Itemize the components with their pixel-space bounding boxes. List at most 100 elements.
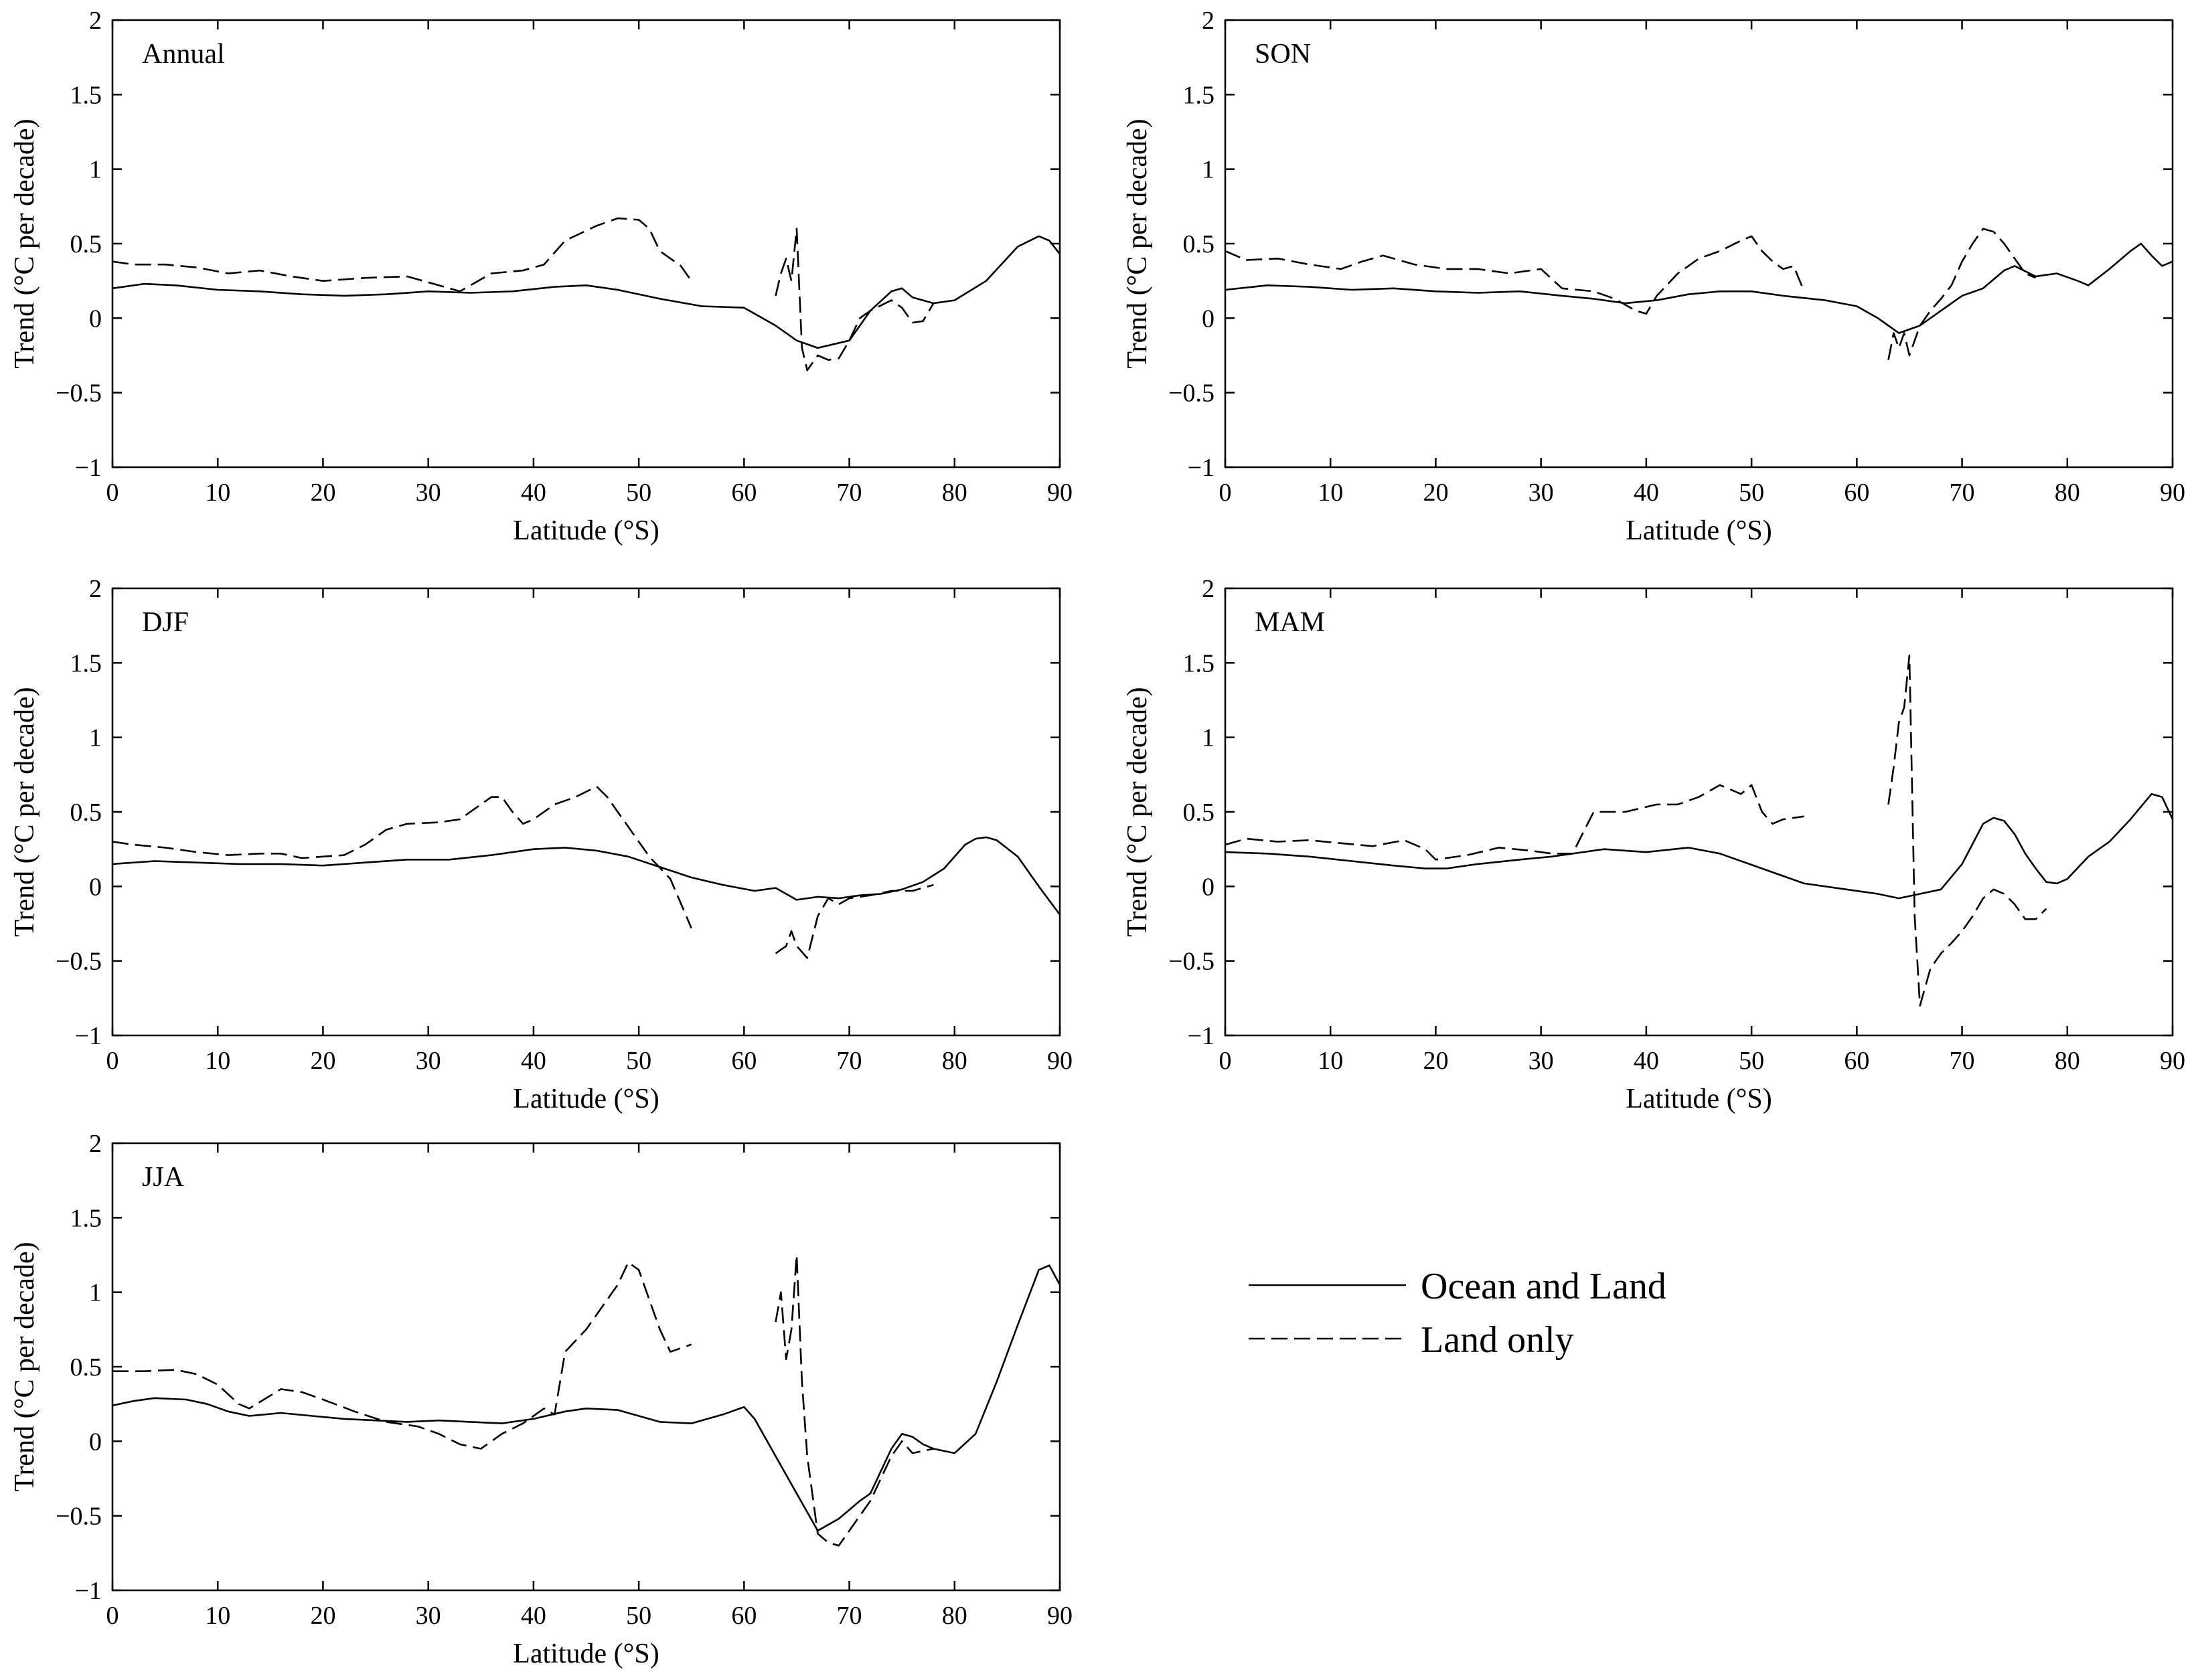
x-tick-label: 70 [837,479,862,507]
x-tick-label: 80 [2055,479,2080,507]
chart-panel-djf: 0 10 20 30 40 50 60 70 80 90 −1 −0.5 0 0.5 1 1.5 2 Latitu… [9,575,1073,1114]
legend-label: Ocean and Land [1421,1266,1666,1307]
land-only-line-segment-2 [1887,654,2047,1007]
y-tick-label: 0.5 [1183,230,1215,258]
x-tick-label: 0 [106,479,119,507]
x-tick-label: 60 [1844,1047,1869,1075]
y-tick-label: −1 [75,1022,102,1050]
x-tick-label: 40 [1634,1047,1659,1075]
x-tick-label: 70 [1950,479,1975,507]
y-tick-label: 0.5 [70,230,102,258]
y-tick-label: 0.5 [70,1353,102,1381]
chart-panel-son: 0 10 20 30 40 50 60 70 80 90 −1 −0.5 0 0.5 1 1.5 2 Latitu… [1122,7,2185,546]
panel-label: MAM [1255,607,1325,638]
y-tick-label: 0.5 [1183,799,1215,827]
x-tick-label: 0 [1219,479,1232,507]
x-axis-title: Latitude (°S) [513,515,659,546]
x-tick-label: 90 [1047,1047,1073,1075]
y-tick-label: 1.5 [70,649,102,677]
x-tick-label: 70 [837,1602,862,1630]
land-only-line-segment-1 [1225,784,1804,861]
x-tick-label: 60 [731,1047,757,1075]
x-tick-label: 20 [310,479,335,507]
plot-area-frame [111,19,1061,469]
x-axis-title: Latitude (°S) [1626,515,1772,546]
y-tick-label: −0.5 [56,1503,102,1531]
x-tick-label: 50 [1739,479,1764,507]
land-only-line-segment-2 [775,228,935,371]
y-tick-label: −1 [1188,454,1214,482]
x-tick-label: 60 [731,479,757,507]
x-axis-title: Latitude (°S) [1626,1084,1772,1114]
x-axis-title: Latitude (°S) [513,1639,659,1669]
y-tick-label: 0 [1202,305,1214,333]
x-tick-label: 80 [942,1602,967,1630]
x-tick-label: 0 [106,1602,119,1630]
x-tick-label: 90 [2160,479,2185,507]
x-tick-label: 80 [2055,1047,2080,1075]
panel-label: SON [1255,39,1311,70]
y-tick-label: 2 [1202,575,1214,603]
land-only-line-segment-2 [775,884,934,959]
x-tick-label: 30 [1529,479,1554,507]
y-axis-title: Trend (°C per decade) [1122,118,1153,368]
x-axis-title: Latitude (°S) [513,1084,659,1114]
y-tick-label: 1 [1202,724,1214,752]
y-tick-label: 0 [1202,873,1214,901]
y-tick-label: 2 [1202,7,1214,35]
x-tick-label: 10 [1318,479,1343,507]
y-axis-title: Trend (°C per decade) [9,687,40,936]
x-tick-label: 10 [1318,1047,1343,1075]
x-tick-label: 0 [1219,1047,1232,1075]
x-tick-label: 60 [731,1602,757,1630]
chart-panel-jja: 0 10 20 30 40 50 60 70 80 90 −1 −0.5 0 0.5 1 1.5 2 Latitu… [9,1130,1073,1669]
y-tick-label: 2 [89,575,102,603]
y-axis-title: Trend (°C per decade) [9,1242,40,1491]
ocean-and-land-line-segment-1 [112,235,1061,349]
ocean-and-land-line-segment-1 [1225,242,2173,334]
y-tick-label: 2 [89,1130,102,1158]
y-tick-label: 1.5 [1183,81,1215,109]
plot-area-frame [1224,19,2174,469]
ocean-and-land-line-segment-1 [1225,793,2174,900]
x-tick-label: 20 [1423,1047,1448,1075]
x-tick-label: 20 [310,1602,335,1630]
y-tick-label: 0 [89,305,102,333]
x-tick-label: 90 [1047,479,1073,507]
y-tick-label: −0.5 [1168,380,1214,408]
y-axis-title: Trend (°C per decade) [1122,687,1153,936]
x-tick-label: 90 [1047,1602,1073,1630]
y-tick-label: 0 [89,873,102,901]
y-tick-label: −1 [1188,1022,1214,1050]
y-axis-title: Trend (°C per decade) [9,118,40,368]
y-tick-label: −1 [75,1577,102,1605]
x-tick-label: 40 [521,1047,546,1075]
x-tick-label: 20 [310,1047,335,1075]
legend-label: Land only [1421,1319,1574,1361]
x-tick-label: 40 [521,1602,546,1630]
y-tick-label: 1 [1202,156,1214,184]
x-tick-label: 60 [1844,479,1869,507]
x-tick-label: 70 [1950,1047,1975,1075]
land-only-line-segment-1 [112,217,692,292]
ocean-and-land-line-segment-1 [112,836,1061,916]
x-tick-label: 10 [205,1047,230,1075]
x-tick-label: 80 [942,479,967,507]
chart-panel-mam: 0 10 20 30 40 50 60 70 80 90 −1 −0.5 0 0.5 1 1.5 2 Latitu… [1122,575,2185,1114]
x-tick-label: 30 [1529,1047,1554,1075]
plot-area-frame [1224,587,2174,1037]
plot-area-frame [111,587,1061,1037]
y-tick-label: −0.5 [1168,948,1214,976]
y-tick-label: 1 [89,1279,102,1307]
y-tick-label: 2 [89,7,102,35]
x-tick-label: 10 [205,1602,230,1630]
x-tick-label: 0 [106,1047,119,1075]
y-tick-label: 0.5 [70,799,102,827]
x-tick-label: 50 [626,1602,651,1630]
panel-label: JJA [142,1162,185,1193]
land-only-line-segment-2 [1887,228,2037,360]
plot-area-frame [111,1142,1061,1592]
x-tick-label: 30 [416,1602,441,1630]
y-tick-label: 1.5 [70,81,102,109]
